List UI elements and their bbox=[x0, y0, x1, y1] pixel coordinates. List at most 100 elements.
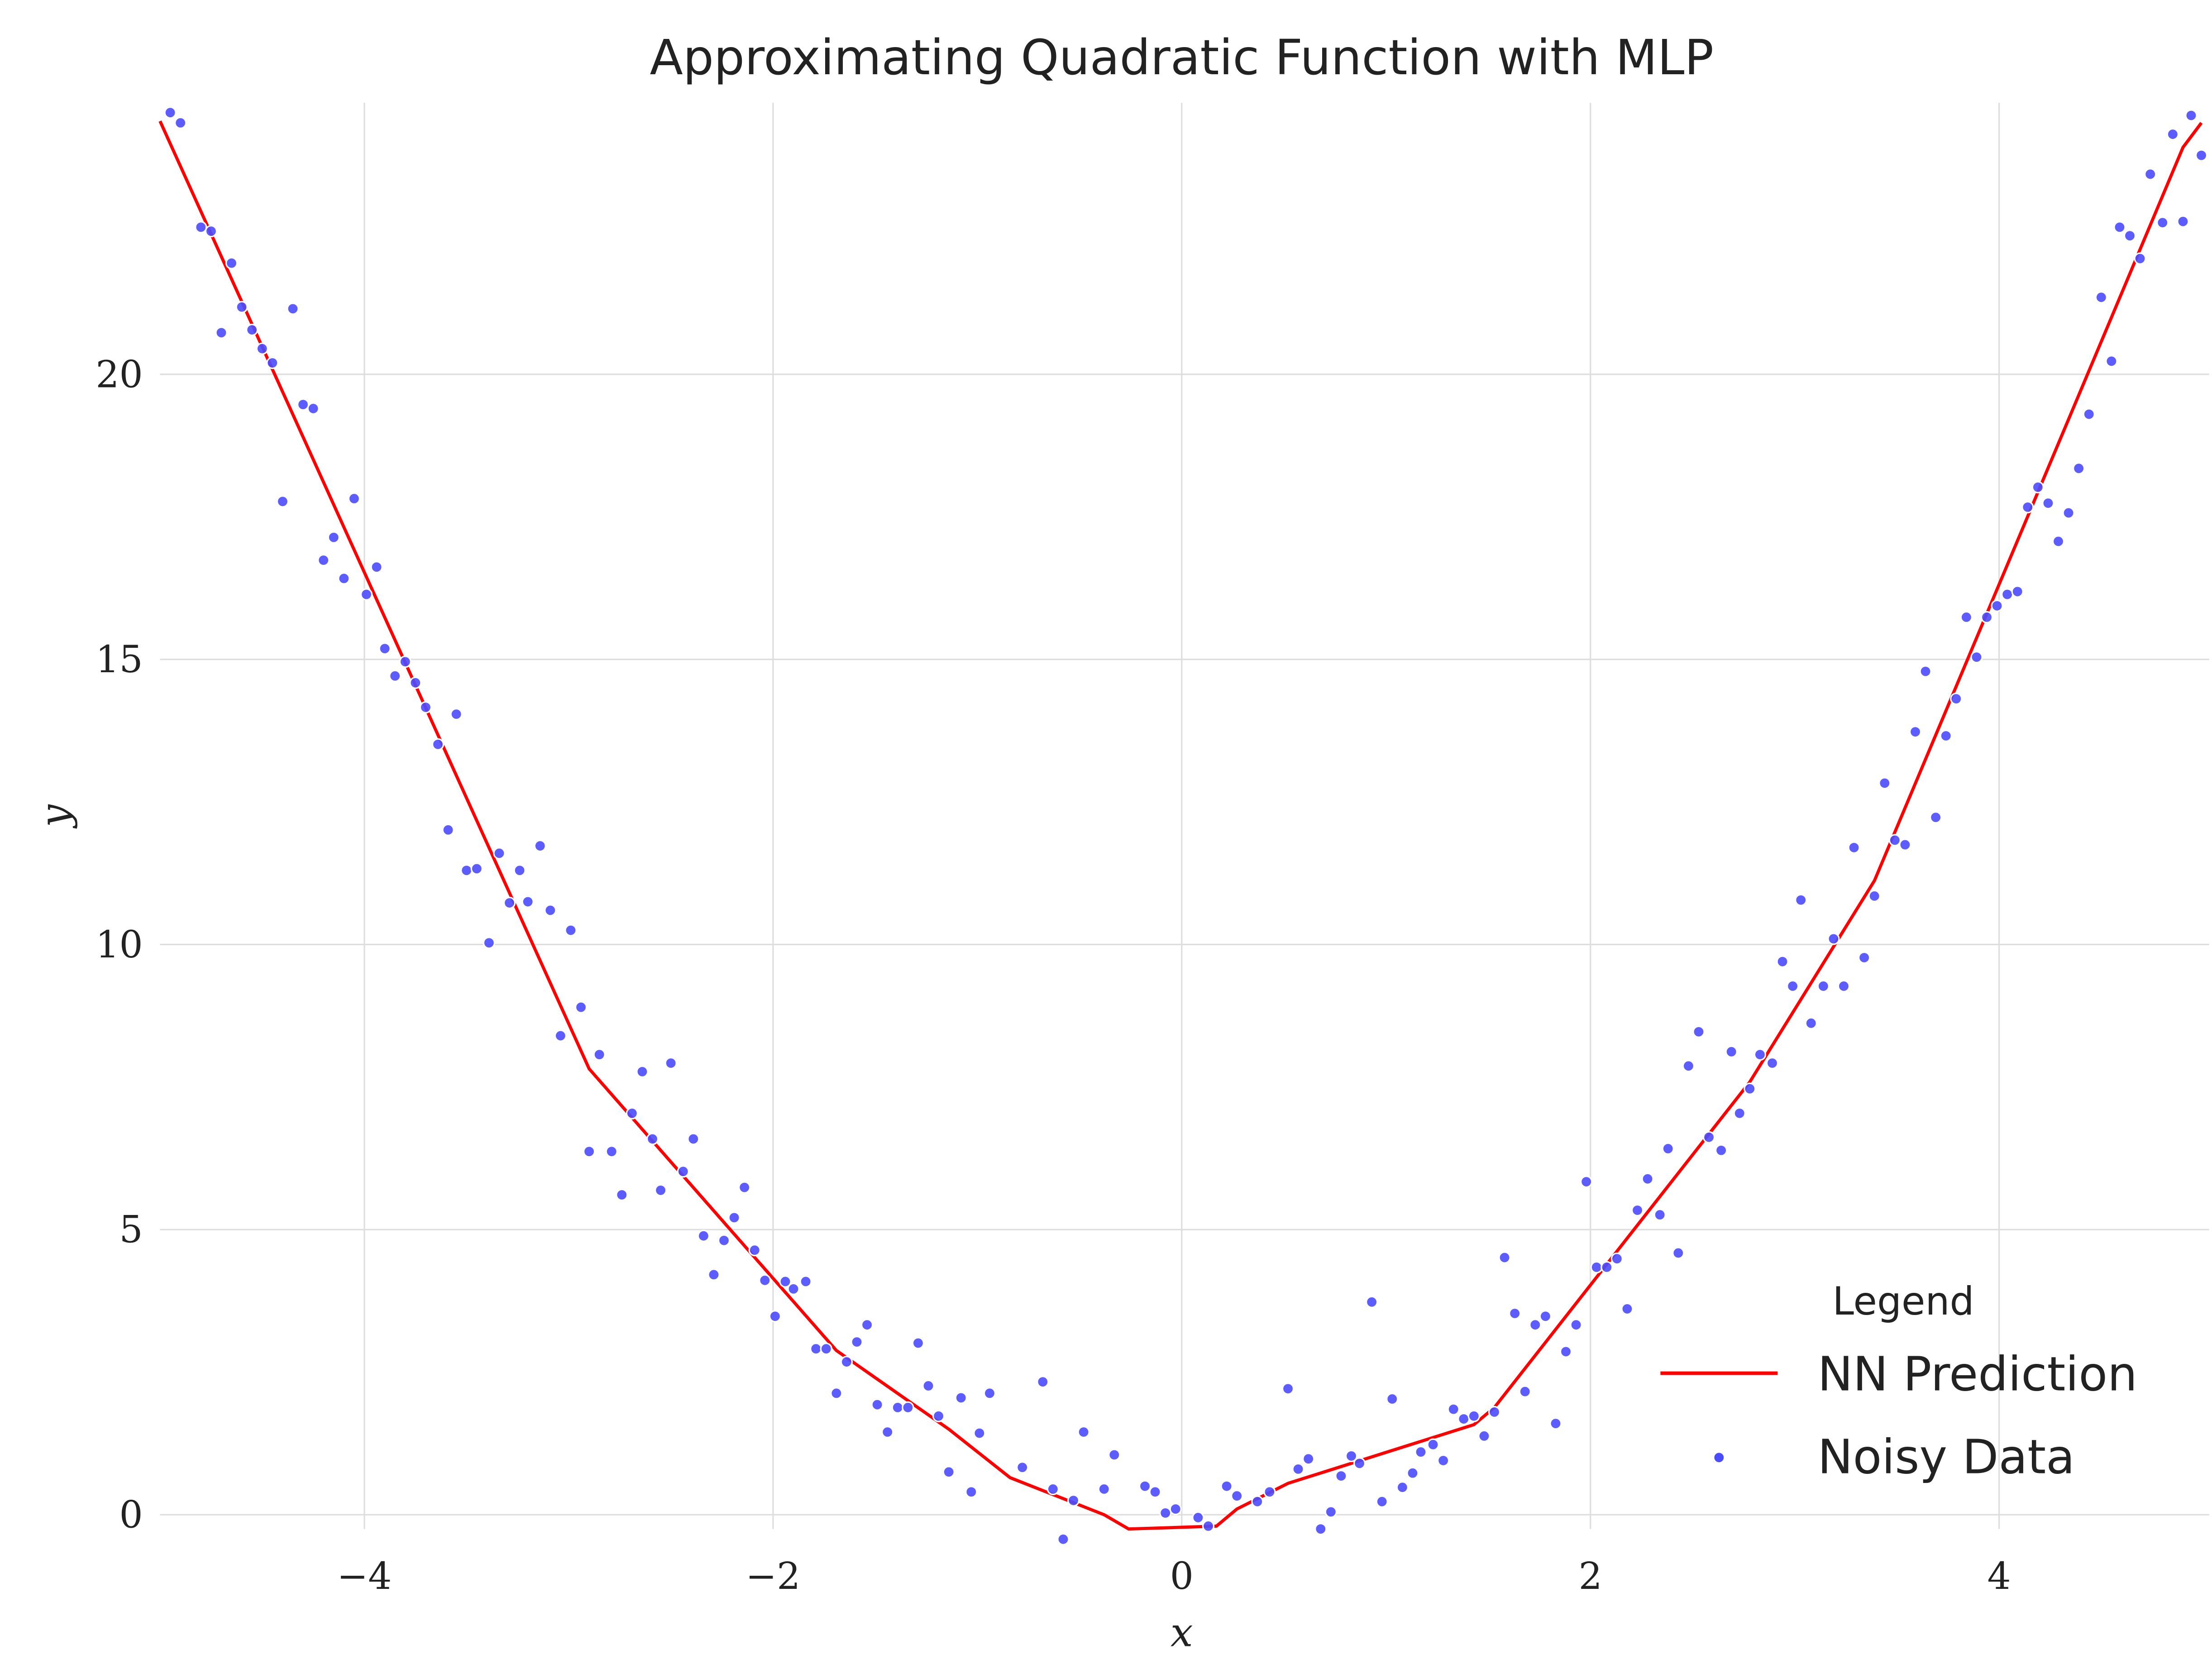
noisy-data-point bbox=[830, 1387, 843, 1400]
noisy-data-point bbox=[2105, 355, 2118, 368]
noisy-data-point bbox=[593, 1048, 606, 1061]
noisy-data-point bbox=[1837, 980, 1850, 993]
noisy-data-point bbox=[881, 1425, 894, 1439]
noisy-data-point bbox=[225, 257, 238, 269]
noisy-data-point bbox=[1366, 1296, 1378, 1308]
noisy-data-point bbox=[1641, 1172, 1654, 1185]
noisy-data-point bbox=[1539, 1310, 1552, 1323]
noisy-data-point bbox=[2166, 128, 2179, 141]
noisy-data-point bbox=[655, 1184, 667, 1196]
noisy-data-point bbox=[912, 1337, 925, 1349]
x-axis-label: x bbox=[1170, 1609, 1193, 1655]
noisy-data-point bbox=[246, 324, 258, 336]
noisy-data-point bbox=[1353, 1457, 1366, 1470]
noisy-data-point bbox=[932, 1410, 945, 1422]
noisy-data-point bbox=[871, 1398, 884, 1411]
noisy-data-point bbox=[1950, 693, 1963, 705]
noisy-data-point bbox=[1878, 777, 1891, 789]
noisy-data-point bbox=[1292, 1463, 1304, 1475]
noisy-data-point bbox=[1631, 1204, 1644, 1217]
noisy-data-point bbox=[534, 840, 546, 852]
noisy-data-point bbox=[1733, 1107, 1746, 1119]
noisy-data-point bbox=[2123, 230, 2136, 242]
noisy-data-point bbox=[1580, 1175, 1593, 1188]
noisy-data-point bbox=[1488, 1406, 1501, 1418]
noisy-data-point bbox=[1192, 1511, 1204, 1524]
noisy-data-point bbox=[1919, 665, 1932, 678]
noisy-data-point bbox=[460, 864, 473, 877]
noisy-data-point bbox=[493, 847, 506, 860]
noisy-data-point bbox=[728, 1211, 741, 1224]
noisy-data-point bbox=[1672, 1247, 1685, 1259]
noisy-data-point bbox=[1909, 726, 1922, 738]
legend-title: Legend bbox=[1833, 1279, 1974, 1324]
noisy-data-point bbox=[483, 937, 495, 949]
noisy-data-point bbox=[1302, 1453, 1315, 1465]
noisy-data-point bbox=[1795, 894, 1807, 906]
noisy-data-point bbox=[1529, 1319, 1542, 1331]
noisy-data-point bbox=[973, 1427, 986, 1439]
noisy-data-point bbox=[1702, 1131, 1715, 1143]
y-axis-label: y bbox=[32, 804, 78, 829]
noisy-data-point bbox=[677, 1165, 689, 1178]
noisy-data-point bbox=[419, 701, 432, 714]
noisy-data-point bbox=[503, 896, 516, 909]
noisy-data-point bbox=[513, 864, 526, 877]
noisy-data-point bbox=[1447, 1403, 1460, 1416]
noisy-data-point bbox=[616, 1188, 628, 1201]
grid bbox=[160, 103, 2209, 1529]
noisy-data-point bbox=[1940, 729, 1952, 742]
y-tick-label: 15 bbox=[96, 638, 143, 681]
noisy-data-point bbox=[164, 106, 177, 119]
noisy-data-point bbox=[1108, 1449, 1121, 1461]
noisy-data-point bbox=[636, 1065, 649, 1078]
legend-label-nn-prediction: NN Prediction bbox=[1818, 1346, 2137, 1401]
noisy-data-point bbox=[799, 1275, 812, 1288]
noisy-data-point bbox=[2052, 535, 2065, 548]
noisy-data-point bbox=[399, 655, 411, 668]
noisy-data-point bbox=[276, 495, 289, 508]
noisy-data-point bbox=[442, 823, 454, 836]
noisy-data-point bbox=[718, 1234, 731, 1247]
plot-area bbox=[158, 106, 2208, 1545]
noisy-data-point bbox=[1930, 811, 1942, 824]
noisy-data-point bbox=[1662, 1142, 1674, 1155]
noisy-data-point bbox=[1805, 1017, 1817, 1029]
noisy-data-point bbox=[1766, 1057, 1779, 1070]
noisy-data-point bbox=[1345, 1449, 1358, 1462]
noisy-data-point bbox=[1509, 1307, 1521, 1320]
noisy-data-point bbox=[1138, 1480, 1151, 1492]
noisy-data-point bbox=[307, 402, 320, 415]
x-tick-label: 4 bbox=[1987, 1555, 2011, 1598]
noisy-data-point bbox=[1549, 1417, 1562, 1430]
noisy-data-point bbox=[554, 1029, 567, 1042]
noisy-data-point bbox=[902, 1401, 914, 1414]
noisy-data-point bbox=[1868, 889, 1881, 903]
noisy-data-point bbox=[983, 1387, 996, 1400]
noisy-data-point bbox=[2144, 168, 2157, 181]
noisy-data-point bbox=[1559, 1345, 1572, 1358]
x-tick-label: 2 bbox=[1579, 1555, 1602, 1598]
noisy-data-point bbox=[1396, 1481, 1409, 1494]
noisy-data-point bbox=[1753, 1048, 1766, 1061]
y-tick-label: 0 bbox=[119, 1494, 143, 1537]
noisy-data-point bbox=[564, 924, 577, 937]
y-tick-label: 10 bbox=[96, 923, 143, 966]
noisy-data-point bbox=[360, 588, 373, 601]
legend: Legend NN Prediction Noisy Data bbox=[1660, 1279, 2137, 1485]
noisy-data-point bbox=[2001, 588, 2014, 601]
noisy-data-point bbox=[1098, 1482, 1110, 1496]
noisy-data-point bbox=[810, 1343, 822, 1355]
noisy-data-point bbox=[687, 1133, 700, 1145]
noisy-data-point bbox=[174, 116, 187, 129]
noisy-data-point bbox=[409, 676, 422, 689]
noisy-data-point bbox=[861, 1319, 874, 1331]
noisy-data-point bbox=[955, 1392, 967, 1404]
noisy-data-point bbox=[2156, 216, 2169, 229]
noisy-data-point bbox=[1037, 1376, 1049, 1388]
noisy-data-point bbox=[922, 1379, 935, 1392]
noisy-data-point bbox=[2134, 252, 2146, 265]
noisy-data-point bbox=[626, 1107, 639, 1119]
noisy-data-point bbox=[2031, 481, 2044, 493]
noisy-data-point bbox=[707, 1268, 720, 1281]
